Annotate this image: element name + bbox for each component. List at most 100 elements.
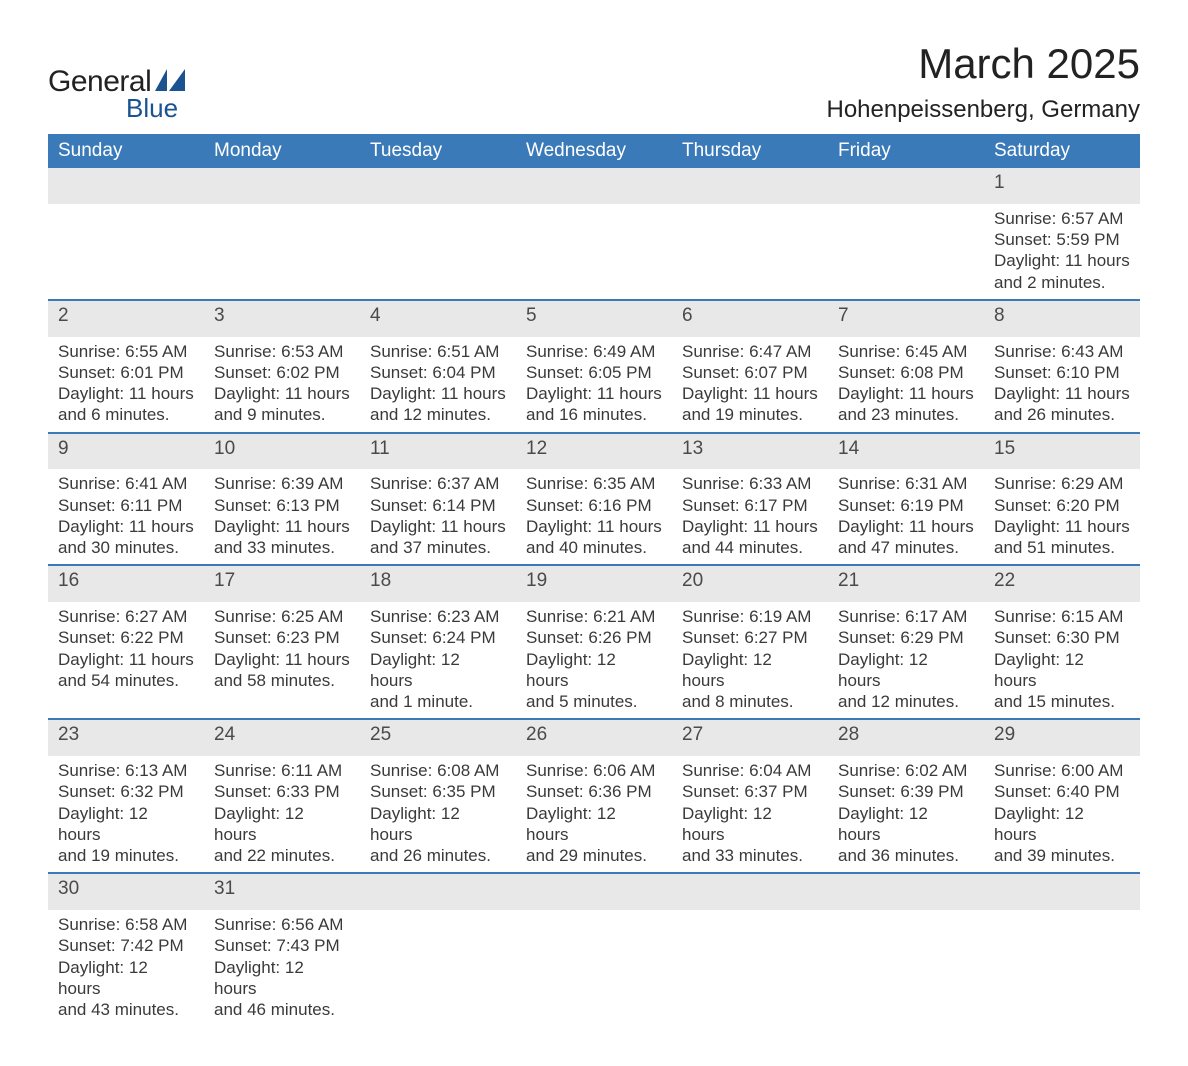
sunset-text: Sunset: 6:10 PM [994,362,1130,383]
day-data-cell: Sunrise: 6:57 AMSunset: 5:59 PMDaylight:… [984,204,1140,300]
day-number-cell: 9 [48,433,204,470]
sunset-text: Sunset: 6:11 PM [58,495,194,516]
day-details: Sunrise: 6:04 AMSunset: 6:37 PMDaylight:… [672,756,828,866]
day-number-cell: 24 [204,719,360,756]
day-number-cell [48,168,204,204]
day-details: Sunrise: 6:27 AMSunset: 6:22 PMDaylight:… [48,602,204,691]
daylight-text: and 29 minutes. [526,845,662,866]
day-data-cell: Sunrise: 6:33 AMSunset: 6:17 PMDaylight:… [672,469,828,565]
day-number: 30 [48,874,204,904]
day-number-cell: 18 [360,565,516,602]
brand-text-2: Blue [126,93,178,124]
day-data-cell: Sunrise: 6:27 AMSunset: 6:22 PMDaylight:… [48,602,204,719]
daylight-text: Daylight: 11 hours [682,383,818,404]
day-details: Sunrise: 6:29 AMSunset: 6:20 PMDaylight:… [984,469,1140,558]
day-data-cell: Sunrise: 6:31 AMSunset: 6:19 PMDaylight:… [828,469,984,565]
daylight-text: Daylight: 11 hours [214,516,350,537]
sunrise-text: Sunrise: 6:58 AM [58,914,194,935]
day-number-cell: 6 [672,300,828,337]
day-data-cell: Sunrise: 6:25 AMSunset: 6:23 PMDaylight:… [204,602,360,719]
week-data-row: Sunrise: 6:13 AMSunset: 6:32 PMDaylight:… [48,756,1140,873]
day-data-cell: Sunrise: 6:58 AMSunset: 7:42 PMDaylight:… [48,910,204,1026]
sunrise-text: Sunrise: 6:39 AM [214,473,350,494]
page-header: General Blue March 2025 Hohenpeissenberg… [48,40,1140,124]
sunset-text: Sunset: 7:43 PM [214,935,350,956]
daylight-text: Daylight: 12 hours [214,957,350,1000]
weekday-header: Wednesday [516,134,672,168]
day-data-cell: Sunrise: 6:17 AMSunset: 6:29 PMDaylight:… [828,602,984,719]
day-details: Sunrise: 6:57 AMSunset: 5:59 PMDaylight:… [984,204,1140,293]
daylight-text: Daylight: 12 hours [838,649,974,692]
daylight-text: Daylight: 11 hours [526,516,662,537]
sunset-text: Sunset: 7:42 PM [58,935,194,956]
day-number-cell: 31 [204,873,360,910]
day-details: Sunrise: 6:21 AMSunset: 6:26 PMDaylight:… [516,602,672,712]
daylight-text: Daylight: 11 hours [58,516,194,537]
day-number-cell [672,168,828,204]
day-details: Sunrise: 6:11 AMSunset: 6:33 PMDaylight:… [204,756,360,866]
day-number: 22 [984,566,1140,596]
day-details: Sunrise: 6:43 AMSunset: 6:10 PMDaylight:… [984,337,1140,426]
sunrise-text: Sunrise: 6:41 AM [58,473,194,494]
daylight-text: and 33 minutes. [214,537,350,558]
daylight-text: and 23 minutes. [838,404,974,425]
weekday-header: Tuesday [360,134,516,168]
day-number-cell: 8 [984,300,1140,337]
daylight-text: Daylight: 11 hours [214,383,350,404]
day-number-cell: 1 [984,168,1140,204]
day-number: 7 [828,301,984,331]
day-number-cell: 15 [984,433,1140,470]
daylight-text: and 44 minutes. [682,537,818,558]
sunset-text: Sunset: 6:20 PM [994,495,1130,516]
day-number: 24 [204,720,360,750]
sunrise-text: Sunrise: 6:35 AM [526,473,662,494]
day-data-cell [48,204,204,300]
sunset-text: Sunset: 6:30 PM [994,627,1130,648]
daylight-text: and 51 minutes. [994,537,1130,558]
day-number-cell [984,873,1140,910]
day-data-cell: Sunrise: 6:41 AMSunset: 6:11 PMDaylight:… [48,469,204,565]
week-number-row: 9101112131415 [48,433,1140,470]
week-data-row: Sunrise: 6:57 AMSunset: 5:59 PMDaylight:… [48,204,1140,300]
day-details: Sunrise: 6:53 AMSunset: 6:02 PMDaylight:… [204,337,360,426]
day-number-cell: 23 [48,719,204,756]
calendar-table: Sunday Monday Tuesday Wednesday Thursday… [48,134,1140,1026]
day-details: Sunrise: 6:39 AMSunset: 6:13 PMDaylight:… [204,469,360,558]
day-number-cell [828,873,984,910]
daylight-text: Daylight: 12 hours [682,803,818,846]
sunrise-text: Sunrise: 6:45 AM [838,341,974,362]
sunset-text: Sunset: 6:36 PM [526,781,662,802]
daylight-text: Daylight: 11 hours [994,383,1130,404]
sunset-text: Sunset: 5:59 PM [994,229,1130,250]
day-number-cell: 21 [828,565,984,602]
day-data-cell: Sunrise: 6:39 AMSunset: 6:13 PMDaylight:… [204,469,360,565]
brand-logo: General Blue [48,65,185,124]
day-details: Sunrise: 6:13 AMSunset: 6:32 PMDaylight:… [48,756,204,866]
day-data-cell: Sunrise: 6:15 AMSunset: 6:30 PMDaylight:… [984,602,1140,719]
daylight-text: Daylight: 11 hours [994,516,1130,537]
day-number-cell: 17 [204,565,360,602]
daylight-text: and 46 minutes. [214,999,350,1020]
daylight-text: and 8 minutes. [682,691,818,712]
day-details: Sunrise: 6:15 AMSunset: 6:30 PMDaylight:… [984,602,1140,712]
week-number-row: 16171819202122 [48,565,1140,602]
sunrise-text: Sunrise: 6:04 AM [682,760,818,781]
day-number-cell [360,873,516,910]
day-number: 26 [516,720,672,750]
sunrise-text: Sunrise: 6:11 AM [214,760,350,781]
day-data-cell: Sunrise: 6:47 AMSunset: 6:07 PMDaylight:… [672,337,828,433]
day-number: 4 [360,301,516,331]
daylight-text: Daylight: 11 hours [526,383,662,404]
day-data-cell: Sunrise: 6:55 AMSunset: 6:01 PMDaylight:… [48,337,204,433]
sunset-text: Sunset: 6:40 PM [994,781,1130,802]
day-number-cell: 4 [360,300,516,337]
day-number: 31 [204,874,360,904]
daylight-text: and 26 minutes. [370,845,506,866]
daylight-text: and 19 minutes. [58,845,194,866]
day-number-cell: 5 [516,300,672,337]
day-number: 5 [516,301,672,331]
day-data-cell: Sunrise: 6:29 AMSunset: 6:20 PMDaylight:… [984,469,1140,565]
day-details: Sunrise: 6:55 AMSunset: 6:01 PMDaylight:… [48,337,204,426]
day-number: 16 [48,566,204,596]
sunset-text: Sunset: 6:17 PM [682,495,818,516]
